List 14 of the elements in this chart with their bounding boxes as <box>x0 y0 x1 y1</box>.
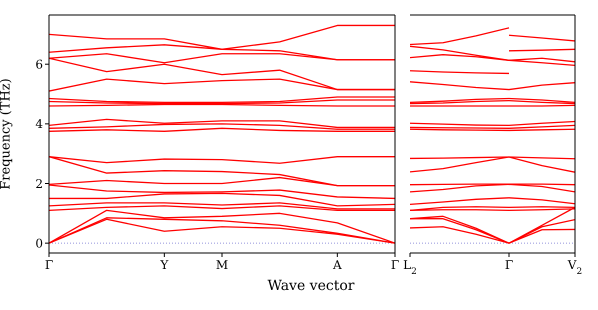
y-tick-label: 0 <box>35 236 43 250</box>
x-tick-label: Γ <box>44 258 54 272</box>
x-tick-label: M <box>216 258 228 272</box>
x-tick-label: V$_{2}$ <box>566 258 582 277</box>
y-tick-label: 6 <box>35 57 43 72</box>
x-tick-label: L$_{2}$ <box>403 258 417 277</box>
y-axis-title: Frequency (THz) <box>0 78 14 190</box>
x-tick-label: Γ <box>504 258 514 272</box>
x-axis-title: Wave vector <box>266 278 356 294</box>
x-tick-label: A <box>332 258 342 272</box>
x-tick-label: Γ <box>390 258 400 272</box>
y-tick-label: 4 <box>35 117 44 132</box>
y-tick-label: 2 <box>35 176 43 191</box>
x-tick-label: Y <box>159 258 170 272</box>
